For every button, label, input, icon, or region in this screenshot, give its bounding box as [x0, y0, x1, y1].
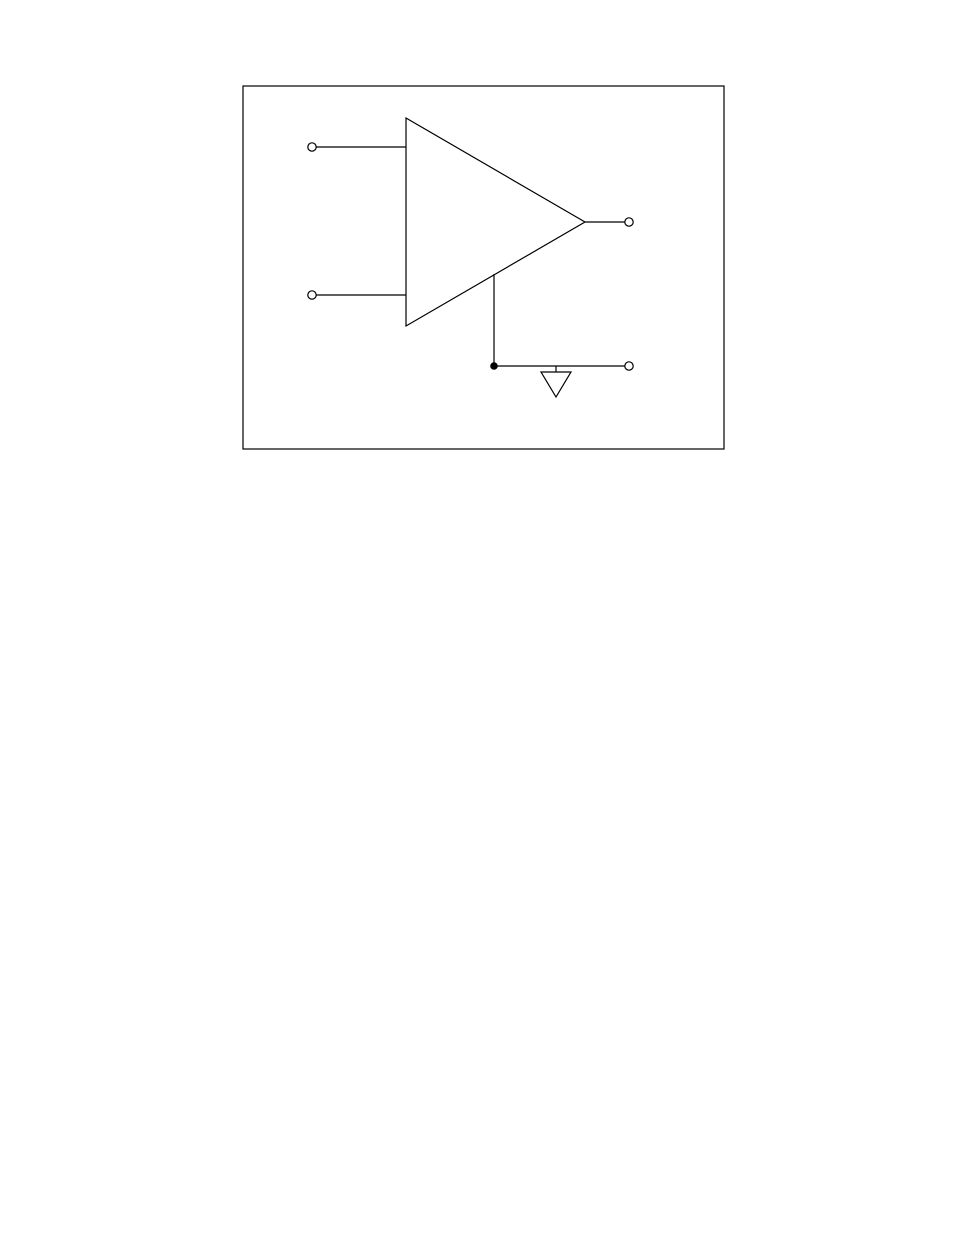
- terminal-2: [625, 218, 633, 226]
- ground-icon: [541, 372, 571, 397]
- frame-border: [243, 86, 724, 449]
- page: [0, 0, 954, 1235]
- terminal-1: [308, 291, 316, 299]
- terminal-0: [308, 143, 316, 151]
- junction-0: [491, 363, 497, 369]
- terminal-3: [625, 362, 633, 370]
- opamp-schematic: [0, 0, 954, 1235]
- opamp-triangle: [406, 118, 585, 326]
